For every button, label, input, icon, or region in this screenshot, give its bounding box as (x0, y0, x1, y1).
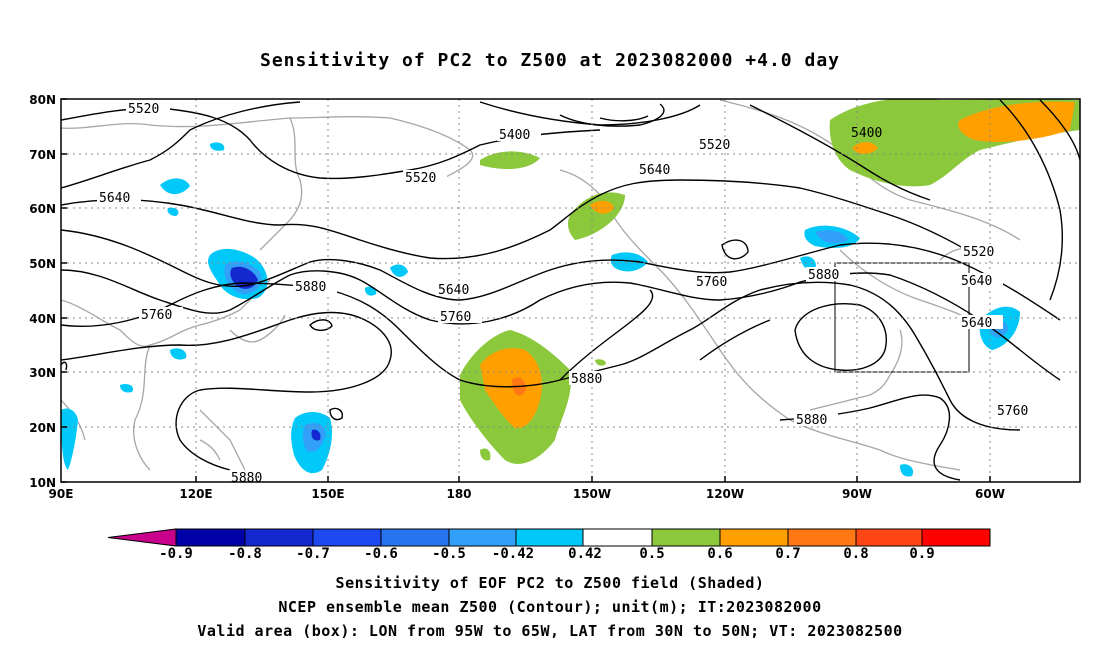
colorbar (107, 528, 991, 547)
latitude-labels: 80N 70N 60N 50N 40N 30N 20N 10N (29, 93, 56, 490)
colorbar-label: 0.6 (707, 546, 732, 562)
graticule (61, 99, 1080, 482)
colorbar-swatch (651, 528, 721, 547)
lon-label: 150E (311, 487, 344, 501)
contour-label: 5760 (440, 310, 471, 325)
contour-label: 5520 (963, 245, 994, 260)
caption-valid-area: Valid area (box): LON from 95W to 65W, L… (197, 622, 903, 640)
colorbar-swatch (515, 528, 584, 547)
colorbar-label: -0.8 (228, 546, 262, 562)
colorbar-label: 0.8 (843, 546, 868, 562)
contour-label: 5640 (961, 316, 992, 331)
lat-label: 20N (29, 421, 56, 435)
colorbar-label: -0.7 (296, 546, 330, 562)
contour-label: 5520 (405, 171, 436, 186)
colorbar-label: -0.42 (492, 546, 534, 562)
lat-label: 60N (29, 202, 56, 216)
colorbar-swatch (380, 528, 450, 547)
lon-label: 180 (446, 487, 471, 501)
lat-label: 80N (29, 93, 56, 107)
contour-label: 5640 (961, 274, 992, 289)
colorbar-label: 0.5 (639, 546, 664, 562)
colorbar-swatch (921, 528, 991, 547)
colorbar-label: -0.5 (432, 546, 466, 562)
colorbar-label: 0.9 (909, 546, 934, 562)
colorbar-label: -0.6 (364, 546, 398, 562)
lat-label: 10N (29, 476, 56, 490)
contour-label: 5880 (231, 471, 262, 486)
colorbar-swatch (448, 528, 517, 547)
colorbar-labels: -0.9 -0.8 -0.7 -0.6 -0.5 -0.42 0.42 0.5 … (159, 546, 935, 562)
contour-label: 5880 (295, 280, 326, 295)
lon-label: 60W (975, 487, 1005, 501)
contour-label: 5640 (438, 283, 469, 298)
axis-ticks (61, 98, 991, 483)
lon-label: 90W (842, 487, 872, 501)
colorbar-label: -0.9 (159, 546, 193, 562)
lon-label: 150W (573, 487, 611, 501)
lon-label: 90E (49, 487, 74, 501)
colorbar-swatch (787, 528, 857, 547)
colorbar-label: 0.42 (568, 546, 602, 562)
lat-label: 50N (29, 257, 56, 271)
contour-labels: 5520 5400 5520 5520 5640 5400 5640 5520 … (97, 101, 1039, 486)
map-title: Sensitivity of PC2 to Z500 at 2023082000… (259, 50, 840, 71)
longitude-labels: 90E 120E 150E 180 150W 120W 90W 60W (49, 487, 1005, 501)
caption-contour: NCEP ensemble mean Z500 (Contour); unit(… (278, 598, 822, 616)
contour-label: 5400 (851, 126, 882, 141)
contour-label: 5760 (696, 275, 727, 290)
lat-label: 40N (29, 312, 56, 326)
colorbar-swatch (312, 528, 382, 547)
caption-shading: Sensitivity of EOF PC2 to Z500 field (Sh… (335, 574, 765, 592)
colorbar-label: 0.7 (775, 546, 800, 562)
colorbar-swatch (107, 528, 177, 547)
map-frame (60, 98, 1081, 483)
lat-label: 70N (29, 148, 56, 162)
contour-label: 5880 (796, 413, 827, 428)
shading-orange (480, 101, 1075, 429)
lon-label: 120W (706, 487, 744, 501)
colorbar-swatch (855, 528, 923, 547)
contour-label: 5520 (699, 138, 730, 153)
contour-label: 5520 (128, 102, 159, 117)
contour-label: 5760 (997, 404, 1028, 419)
lat-label: 30N (29, 366, 56, 380)
colorbar-swatch (244, 528, 314, 547)
lon-label: 120E (179, 487, 212, 501)
colorbar-swatch (719, 528, 789, 547)
contour-label: 5760 (141, 308, 172, 323)
colorbar-swatch (175, 528, 246, 547)
contour-label: 5640 (99, 191, 130, 206)
contour-label: 5400 (499, 128, 530, 143)
colorbar-swatch (582, 528, 653, 547)
contour-label: 5880 (571, 372, 602, 387)
contour-label: 5880 (808, 268, 839, 283)
contour-label: 5640 (639, 163, 670, 178)
